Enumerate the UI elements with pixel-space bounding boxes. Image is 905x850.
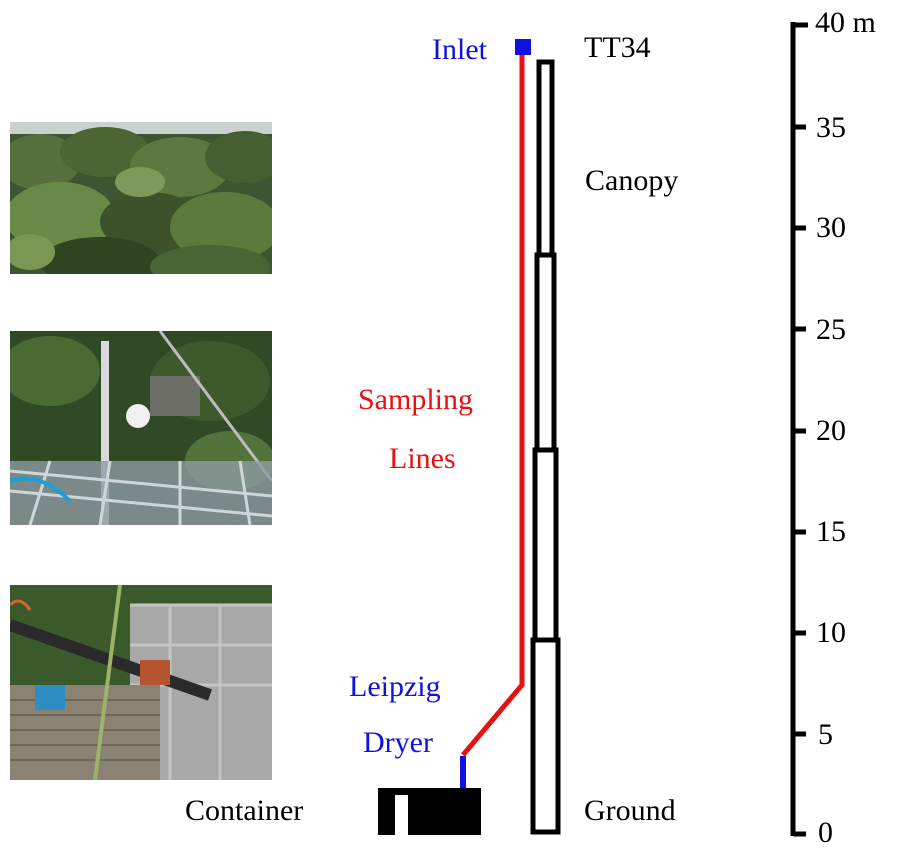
scale-tick-10: 10 xyxy=(816,616,846,649)
inlet-label: Inlet xyxy=(432,33,487,66)
scale-tick-5: 5 xyxy=(818,718,833,751)
scale-tick-30: 30 xyxy=(816,211,846,244)
dryer-label-line1: Leipzig xyxy=(349,670,441,703)
container-block xyxy=(378,788,481,835)
height-scale-axis xyxy=(790,22,808,837)
scale-top-label: 40 m xyxy=(815,6,876,39)
tower-segment-3 xyxy=(534,252,557,453)
dryer-label-line2: Dryer xyxy=(363,726,433,759)
scale-tick-35: 35 xyxy=(816,111,846,144)
ground-label: Ground xyxy=(584,794,676,827)
tower-structure xyxy=(530,59,561,835)
scale-tick-15: 15 xyxy=(816,515,846,548)
tower-label: TT34 xyxy=(584,31,651,64)
sampling-line xyxy=(461,52,525,757)
scale-tick-20: 20 xyxy=(816,414,846,447)
tower-segment-1 xyxy=(530,637,561,835)
canopy-label: Canopy xyxy=(585,164,679,197)
container-label: Container xyxy=(185,794,304,827)
forest-canopy-photo xyxy=(10,122,272,274)
tower-segment-2 xyxy=(532,447,559,643)
scale-tick-0: 0 xyxy=(818,816,833,849)
tower-segment-4 xyxy=(536,59,555,258)
sampling-lines-label-line2: Lines xyxy=(389,442,456,475)
tower-base-platform-photo xyxy=(10,585,272,780)
tower-top-instruments-photo xyxy=(10,331,272,525)
inlet-marker xyxy=(515,39,531,55)
sampling-lines-label-line1: Sampling xyxy=(358,383,474,416)
scale-tick-25: 25 xyxy=(816,313,846,346)
